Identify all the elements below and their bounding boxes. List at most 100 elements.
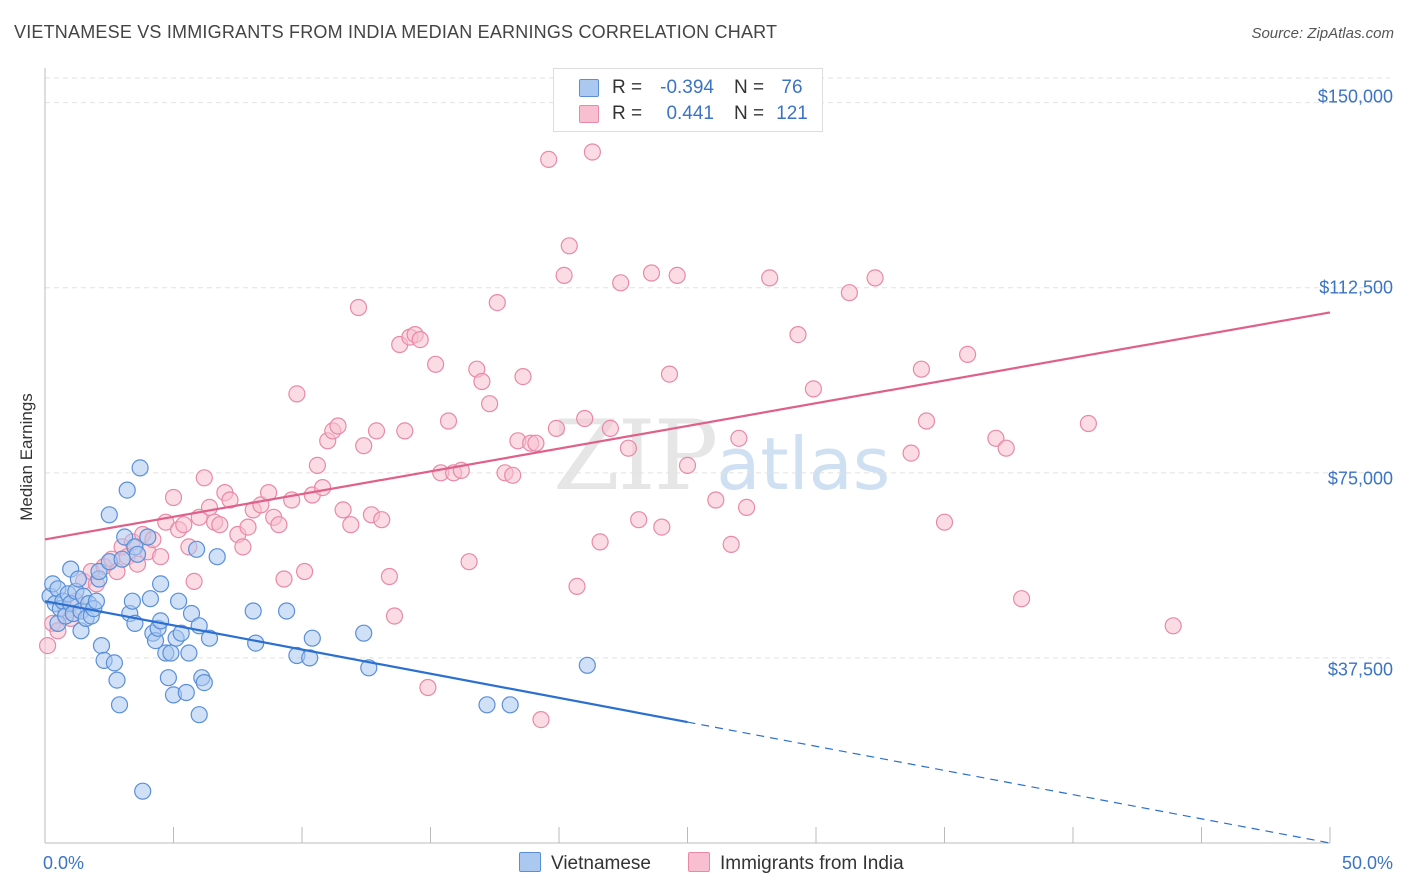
- india-point: [504, 466, 522, 484]
- legend-label-vietnamese: Vietnamese: [551, 853, 651, 874]
- r-label: R =: [612, 77, 643, 98]
- vietnamese-point: [180, 644, 198, 662]
- india-point: [619, 439, 638, 457]
- vietnamese-point: [170, 592, 188, 610]
- n-label: N =: [734, 77, 765, 98]
- vietnamese-point: [578, 656, 596, 674]
- india-point: [568, 577, 586, 596]
- y-tick-label-75000: $75,000: [1327, 468, 1393, 489]
- india-trend-line: [44, 311, 1331, 541]
- india-point: [427, 355, 445, 373]
- vietnamese-trend-extension: [687, 721, 1331, 844]
- india-point: [334, 501, 352, 519]
- india-point: [761, 269, 779, 287]
- india-point: [439, 412, 458, 430]
- vietnamese-point: [478, 696, 496, 714]
- vietnamese-point: [113, 550, 131, 568]
- india-point: [668, 266, 686, 284]
- source-credit: Source: ZipAtlas.com: [1251, 25, 1394, 42]
- vietnamese-point: [128, 545, 147, 563]
- vietnamese-point: [172, 624, 190, 642]
- india-point: [912, 360, 931, 378]
- india-point: [270, 516, 288, 534]
- vietnamese-point: [190, 706, 208, 724]
- india-point: [804, 380, 823, 398]
- india-point: [532, 710, 550, 729]
- legend-item-vietnamese[interactable]: Vietnamese: [519, 852, 651, 875]
- legend-item-india[interactable]: Immigrants from India: [688, 852, 904, 875]
- vietnamese-point: [159, 669, 177, 687]
- vietnamese-point: [303, 629, 321, 647]
- india-point: [547, 419, 566, 437]
- india-point: [385, 607, 404, 625]
- india-point: [660, 365, 679, 383]
- india-point: [488, 294, 506, 312]
- india-point: [195, 469, 213, 487]
- r-value: -0.394: [660, 77, 714, 98]
- india-point: [840, 284, 859, 302]
- india-point: [234, 538, 252, 556]
- legend-swatch-vietnamese: [519, 852, 541, 872]
- vietnamese-point: [123, 592, 141, 610]
- vietnamese-point: [108, 671, 126, 689]
- vietnamese-point: [69, 570, 88, 588]
- x-tick-label-min: 0.0%: [43, 853, 85, 873]
- india-point: [555, 266, 573, 284]
- india-point: [380, 567, 398, 586]
- stats-swatch-vietnamese: [579, 79, 599, 97]
- vietnamese-point: [200, 629, 219, 647]
- india-point: [460, 553, 478, 571]
- india-point: [308, 456, 326, 474]
- india-point: [355, 437, 373, 455]
- india-point: [373, 511, 391, 529]
- india-point: [419, 678, 437, 697]
- vietnamese-point: [152, 575, 170, 593]
- india-point: [591, 533, 609, 551]
- r-label: R =: [612, 103, 643, 124]
- y-tick-label-112500: $112,500: [1319, 277, 1393, 298]
- vietnamese-point: [188, 540, 206, 558]
- india-point: [275, 570, 293, 588]
- y-tick-label-37500: $37,500: [1327, 659, 1393, 680]
- vietnamese-point: [247, 634, 265, 652]
- india-point: [152, 548, 170, 566]
- india-point: [342, 516, 360, 534]
- n-value: 76: [781, 77, 803, 98]
- vietnamese-point: [355, 624, 373, 642]
- india-point: [329, 417, 347, 435]
- india-point: [917, 412, 936, 430]
- india-point: [601, 419, 620, 437]
- legend-label-india: Immigrants from India: [720, 853, 904, 874]
- india-point: [560, 237, 578, 255]
- vietnamese-point: [131, 459, 149, 477]
- legend-swatch-india: [688, 852, 710, 872]
- india-point: [514, 368, 532, 386]
- india-point: [288, 385, 306, 403]
- india-point: [997, 439, 1015, 457]
- legend: Vietnamese Immigrants from India: [0, 852, 1406, 878]
- india-point: [527, 434, 545, 452]
- india-point: [349, 298, 368, 317]
- vietnamese-point: [87, 592, 106, 610]
- n-value: 121: [776, 103, 808, 124]
- x-tick-label-max: 50.0%: [1341, 853, 1393, 873]
- vietnamese-point: [118, 481, 136, 499]
- y-axis-label: Median Earnings: [17, 393, 36, 521]
- india-point: [175, 516, 193, 534]
- india-point: [987, 429, 1005, 447]
- india-point: [1164, 617, 1182, 635]
- india-point: [296, 562, 314, 581]
- stats-row-vietnamese: R = -0.394 N = 76: [554, 75, 822, 101]
- vietnamese-point: [105, 654, 124, 672]
- india-point: [396, 422, 414, 440]
- stats-row-india: R = 0.441 N = 121: [554, 101, 822, 127]
- india-point: [481, 395, 499, 413]
- india-point: [737, 498, 756, 516]
- india-point: [866, 269, 884, 287]
- india-point: [221, 491, 239, 509]
- india-point: [200, 498, 219, 516]
- india-point: [314, 479, 332, 497]
- india-point: [612, 274, 630, 292]
- india-point: [630, 511, 648, 529]
